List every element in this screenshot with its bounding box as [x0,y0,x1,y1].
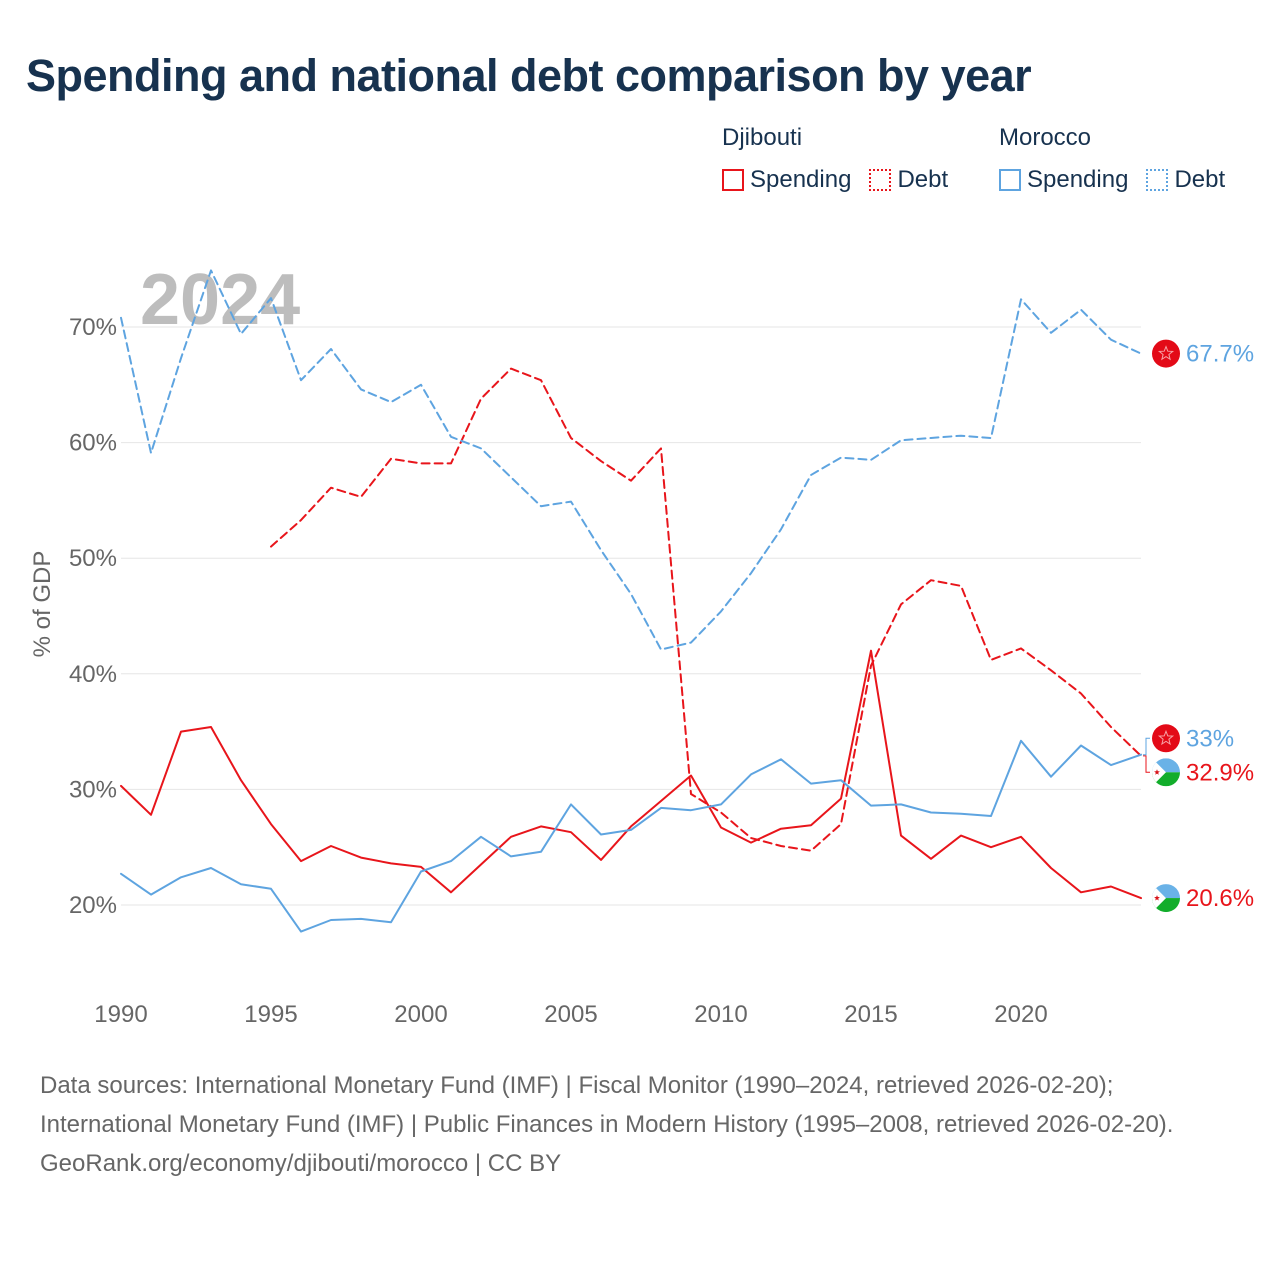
y-tick-label: 70% [69,314,117,341]
end-value-label: 67.7% [1186,341,1254,368]
legend-group-morocco: Morocco Spending Debt [999,124,1225,194]
x-tick-label: 2010 [694,1001,747,1028]
x-tick-label: 1990 [94,1001,147,1028]
end-value-label: 20.6% [1186,885,1254,912]
x-axis: 1990 1995 2000 2005 2010 2015 2020 [94,1001,1047,1028]
y-tick-label: 50% [69,545,117,572]
legend-group-title: Djibouti [722,124,803,151]
legend-item-label: Debt [1174,166,1226,193]
y-tick-label: 20% [69,892,117,919]
legend-item-djibouti-debt[interactable]: Debt [869,166,948,194]
y-axis: 20% 30% 40% 50% 60% 70% [69,314,117,919]
x-tick-label: 2000 [394,1001,447,1028]
legend-group-title: Morocco [999,124,1092,151]
data-sources: Data sources: International Monetary Fun… [40,1072,1174,1138]
x-tick-label: 2005 [544,1001,597,1028]
credit-link[interactable]: GeoRank.org/economy/djibouti/morocco | C… [40,1150,562,1177]
morocco-flag-icon [1152,724,1180,753]
line-chart: 2024 20% 30% 40% 50% 60% 70% 1990 1995 2000 2005… [29,260,1254,1028]
solid-line-swatch-icon [999,169,1021,191]
x-tick-label: 2015 [844,1001,897,1028]
current-year-label: 2024 [140,260,300,340]
dotted-line-swatch-icon [869,169,892,191]
label-connector [1143,737,1150,756]
series-line-djibouti-debt[interactable] [270,367,1142,852]
dotted-line-swatch-icon [1146,169,1169,191]
y-tick-label: 60% [69,430,117,457]
legend-item-djibouti-spending[interactable]: Spending [722,166,851,194]
legend-item-morocco-spending[interactable]: Spending [999,166,1128,194]
end-value-label: 33% [1186,725,1234,752]
chart-title: Spending and national debt comparison by… [26,50,1032,101]
y-tick-label: 40% [69,661,117,688]
label-connector [1143,755,1150,773]
legend-item-label: Spending [750,166,852,193]
grid [121,326,1141,906]
legend-item-label: Debt [897,166,949,193]
djibouti-flag-icon [1152,884,1180,913]
end-labels: 20.6% 32.9% 33% 67.7% [1143,339,1254,913]
y-tick-label: 30% [69,776,117,803]
legend-group-djibouti: Djibouti Spending Debt [722,124,948,194]
legend-item-morocco-debt[interactable]: Debt [1146,166,1225,194]
footer: Data sources: International Monetary Fun… [40,1066,1240,1183]
solid-line-swatch-icon [722,169,744,191]
x-tick-label: 1995 [244,1001,297,1028]
djibouti-flag-icon [1152,758,1180,787]
series-line-morocco-debt[interactable] [120,269,1142,651]
legend-item-label: Spending [1027,166,1129,193]
y-axis-title: % of GDP [29,551,56,658]
morocco-flag-icon [1152,339,1180,368]
series-line-djibouti-spending[interactable] [120,649,1142,900]
series-line-morocco-spending[interactable] [120,739,1142,933]
end-value-label: 32.9% [1186,759,1254,786]
x-tick-label: 2020 [994,1001,1047,1028]
series-lines [120,269,1142,933]
